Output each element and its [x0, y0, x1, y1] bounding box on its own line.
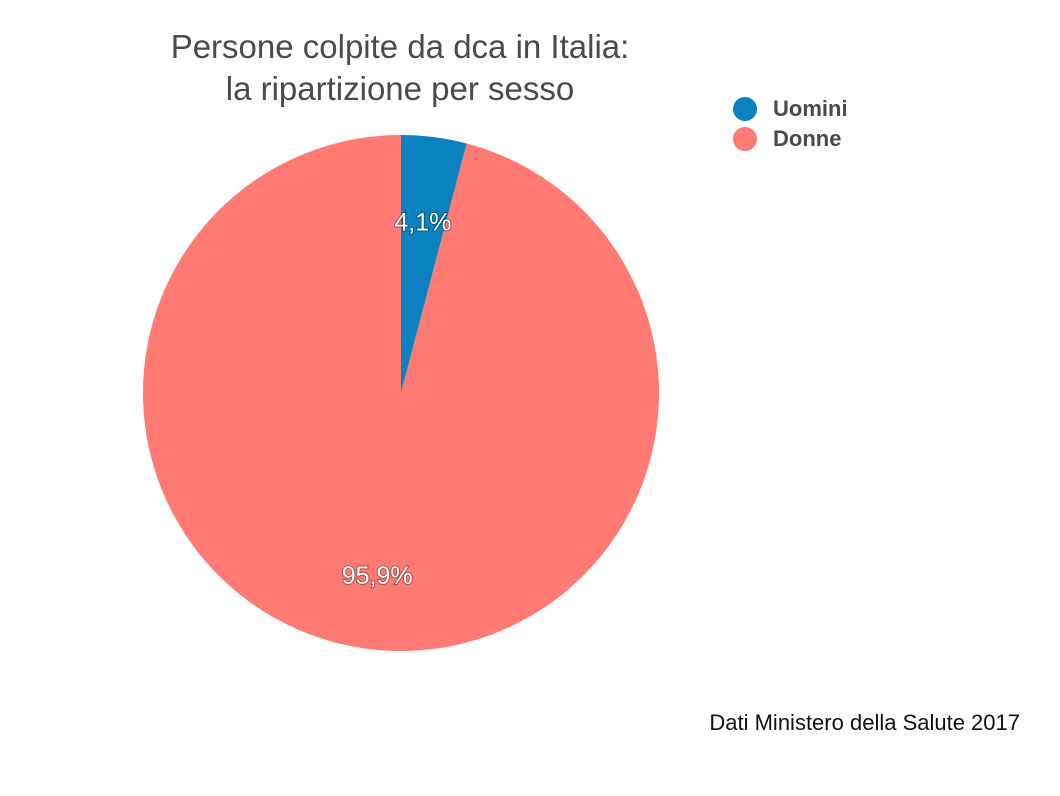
legend-label-uomini: Uomini	[773, 96, 848, 121]
chart-title: Persone colpite da dca in Italia: la rip…	[100, 26, 700, 110]
legend-swatch-uomini	[733, 97, 757, 121]
pie-slice-donne	[143, 135, 659, 652]
pie-slice-uomini	[401, 135, 467, 393]
legend-item-uomini: Uomini	[733, 94, 848, 124]
slice-label-uomini: 4,1%	[394, 209, 451, 237]
legend-item-donne: Donne	[733, 124, 848, 154]
slice-label-donne: 95,9%	[342, 562, 413, 590]
source-note: Dati Ministero della Salute 2017	[709, 710, 1020, 735]
chart-title-line-1: Persone colpite da dca in Italia:	[170, 28, 630, 65]
legend: Uomini Donne	[733, 94, 848, 154]
legend-swatch-donne	[733, 127, 757, 151]
chart-title-line-2: la ripartizione per sesso	[225, 70, 575, 107]
legend-label-donne: Donne	[773, 126, 842, 151]
